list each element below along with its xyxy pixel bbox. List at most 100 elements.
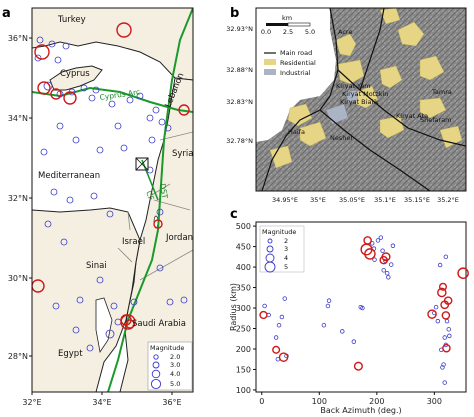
legend-c-label-3: 5 xyxy=(284,263,288,271)
lon-tick-36: 36°E xyxy=(162,398,181,407)
panel-a-letter: a xyxy=(2,6,11,21)
b-lon-4: 35.15°E xyxy=(404,196,430,204)
map-event-blue xyxy=(164,124,172,132)
map-event-blue xyxy=(72,326,80,334)
industrial-areas xyxy=(325,89,359,125)
scatter-point-blue xyxy=(378,235,384,240)
map-event-blue xyxy=(156,208,164,216)
scatter-point-blue xyxy=(375,238,381,243)
b-lat-0: 32.93°N xyxy=(226,25,253,33)
scatter-point-blue xyxy=(437,262,443,268)
map-b-body: km 0.0 2.5 5.0 Main road Residential Ind… xyxy=(256,8,466,191)
lat-tick-28: 28°N xyxy=(8,352,28,361)
map-event-blue xyxy=(152,106,160,114)
map-event-blue xyxy=(148,136,156,144)
map-event-blue xyxy=(40,148,48,156)
map-event-blue xyxy=(72,136,80,144)
map-event-blue xyxy=(108,100,116,108)
map-event-blue xyxy=(56,122,64,130)
map-event-blue xyxy=(106,210,114,218)
scalebar-0: 0.0 xyxy=(261,28,271,36)
scatter-point-blue xyxy=(321,323,327,328)
map-a-lon-ticks: 32°E 34°E 36°E xyxy=(22,392,182,407)
x-tick-label: 100 xyxy=(312,397,327,406)
label-turkey: Turkey xyxy=(57,15,86,25)
map-event-blue xyxy=(166,298,174,306)
scatter-point-blue xyxy=(360,305,365,311)
scatter-point-blue xyxy=(326,298,332,303)
scatter-point-blue xyxy=(390,243,396,248)
map-a-events xyxy=(32,22,190,352)
scatter-point-blue xyxy=(442,380,447,385)
gulf-suez xyxy=(95,297,113,354)
scatter-point-blue xyxy=(325,303,331,309)
scatter-point-blue xyxy=(340,329,345,334)
legend-a-marker-5 xyxy=(150,378,162,390)
study-area-cross xyxy=(135,157,149,171)
b-lat-1: 32.88°N xyxy=(226,66,253,74)
map-b-frame xyxy=(255,7,467,192)
scatter-point-blue xyxy=(380,248,385,253)
label-syria: Syria xyxy=(172,149,194,159)
scatter-point-red xyxy=(259,310,268,320)
map-a-legend-title: Magnitude xyxy=(150,344,184,352)
map-event-blue xyxy=(52,302,60,310)
map-a-lat-ticks: 36°N 34°N 32°N 30°N 28°N xyxy=(8,34,32,361)
lon-tick-34: 34°E xyxy=(92,398,111,407)
label-cf: CF xyxy=(144,190,156,202)
panel-a: a Turk xyxy=(2,6,194,407)
map-event-blue xyxy=(180,296,188,304)
label-nesher: Nesher xyxy=(330,134,353,142)
map-event-blue xyxy=(146,114,154,122)
scatter-axes: 0 100 200 300 100 150 200 250 300 350 400 450 500 xyxy=(236,222,442,406)
scatter-point-blue xyxy=(276,323,282,328)
scatter-point-red xyxy=(272,345,281,354)
map-b-legend: Main road Residential Industrial xyxy=(260,46,332,80)
map-event-blue xyxy=(66,196,74,204)
map-b-lon-ticks: 34.95°E 35°E 35.05°E 35.1°E 35.15°E 35.2… xyxy=(272,196,459,204)
panel-c-letter: c xyxy=(230,207,238,222)
label-kiryat-ata: Kiryat Ata xyxy=(396,112,428,120)
map-event-blue xyxy=(96,276,104,284)
map-event-red xyxy=(116,22,132,38)
label-mediterranean: Mediterranean xyxy=(38,171,100,181)
legend-c-marker-5 xyxy=(264,261,276,273)
b-lon-0: 34.95°E xyxy=(272,196,298,204)
scatter-point-blue xyxy=(443,254,449,260)
b-lat-3: 32.78°N xyxy=(226,137,253,145)
scatter-point-blue xyxy=(435,318,441,324)
legend-c-label-2: 4 xyxy=(284,254,288,262)
y-tick-label: 100 xyxy=(236,386,251,395)
label-kiryat-yam: Kiryat Yam xyxy=(336,82,371,90)
b-lon-1: 35°E xyxy=(310,196,326,204)
scatter-point-blue xyxy=(273,335,279,340)
map-event-blue xyxy=(50,188,58,196)
y-tick-label: 450 xyxy=(236,243,251,252)
map-event-red xyxy=(125,319,135,329)
label-jordan: Jordan xyxy=(165,233,193,243)
scatter-point-blue xyxy=(262,303,267,309)
scatter-legend: Magnitude 2 3 4 5 xyxy=(259,225,305,273)
scatter-point-red xyxy=(443,296,453,305)
map-event-red xyxy=(50,88,62,100)
map-event-blue xyxy=(126,96,134,104)
map-event-blue xyxy=(110,302,118,310)
map-event-blue xyxy=(80,84,88,92)
y-tick-label: 400 xyxy=(236,263,251,272)
map-event-blue xyxy=(130,298,138,306)
scalebar-2: 5.0 xyxy=(305,28,315,36)
scatter-point-blue xyxy=(386,275,391,280)
legend-a-label-0: 2.0 xyxy=(170,353,180,361)
label-dst: DST xyxy=(158,183,170,200)
map-event-blue xyxy=(156,264,164,272)
x-tick-label: 300 xyxy=(427,397,442,406)
legend-a-label-1: 3.0 xyxy=(170,361,180,369)
lat-tick-30: 30°N xyxy=(8,274,28,283)
map-a-legend: Magnitude 2.0 3.0 4.0 5.0 xyxy=(147,341,193,391)
map-event-blue xyxy=(136,92,144,100)
map-event-blue xyxy=(120,144,128,152)
legend-a-label-2: 4.0 xyxy=(170,370,180,378)
main-roads xyxy=(261,8,466,191)
y-tick-label: 250 xyxy=(236,325,251,334)
map-a-frame xyxy=(31,7,194,393)
